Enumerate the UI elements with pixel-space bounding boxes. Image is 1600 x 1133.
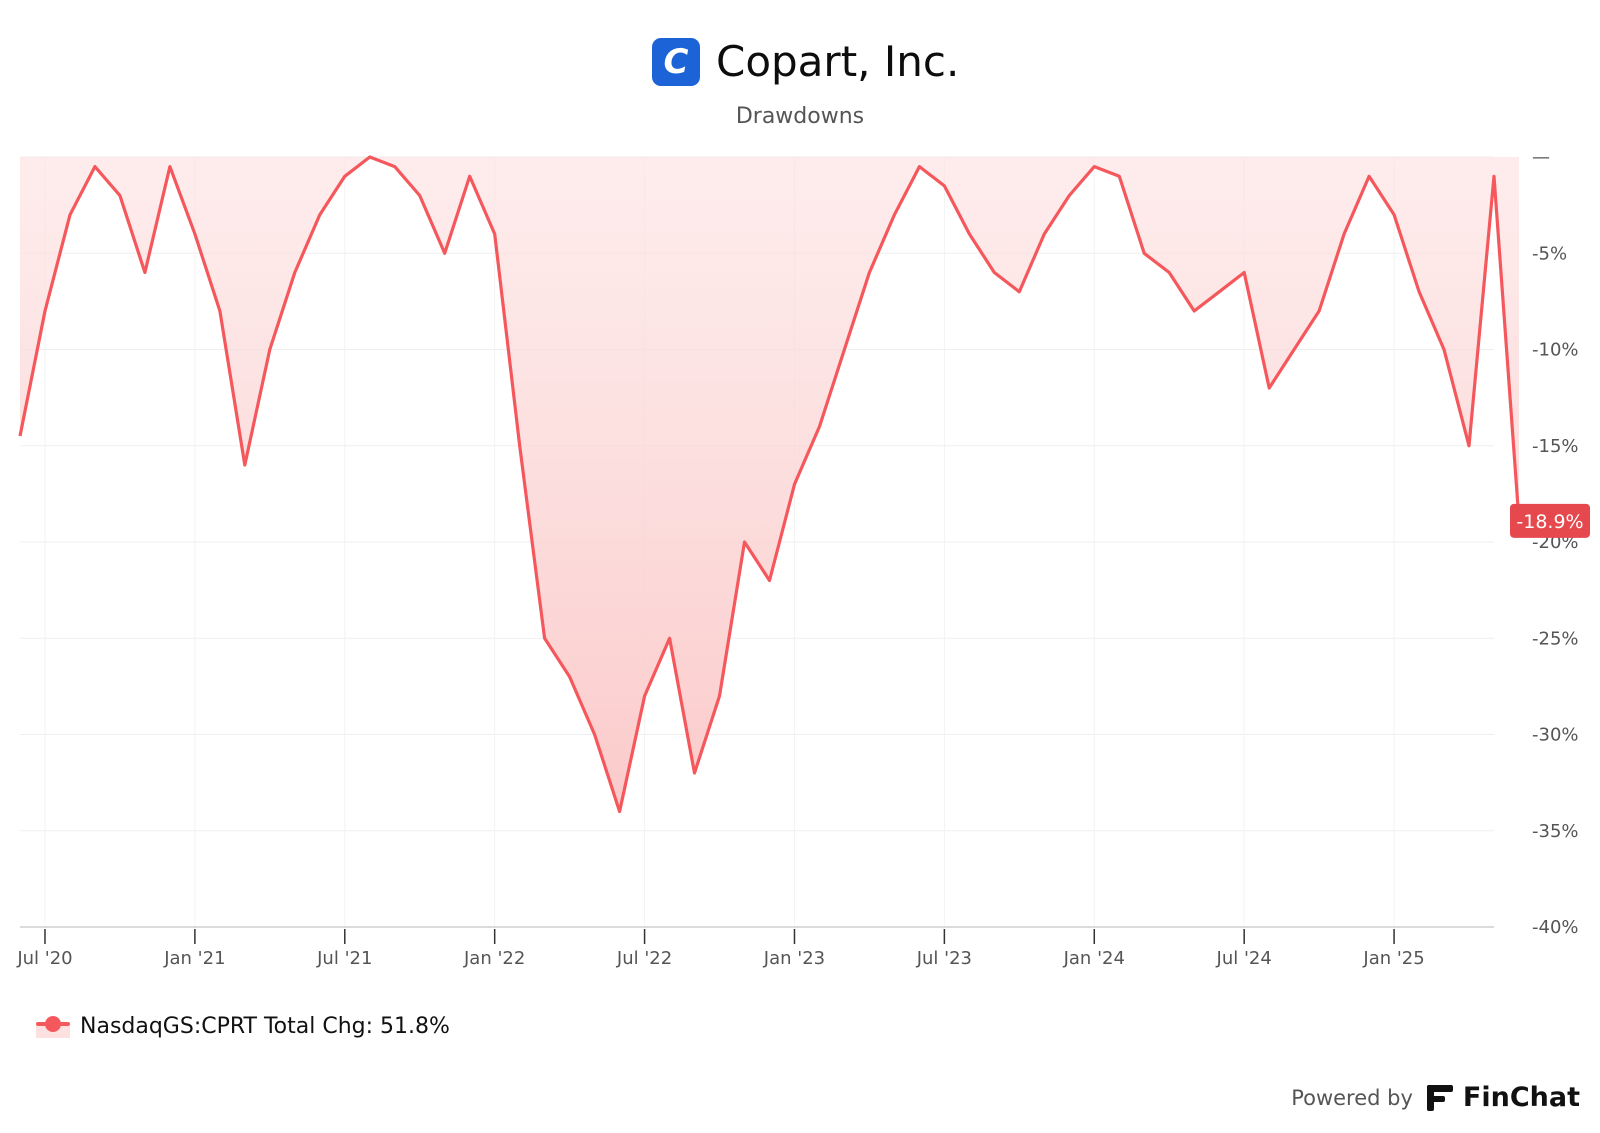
area-layer: [20, 157, 1519, 812]
y-tick-label: —: [1532, 147, 1550, 168]
x-tick-label: Jan '25: [1362, 948, 1424, 969]
x-tick-label: Jul '23: [916, 948, 972, 969]
y-axis: —-5%-10%-15%-20%-25%-30%-35%-40%: [1532, 147, 1579, 938]
x-tick-label: Jan '23: [763, 948, 825, 969]
legend[interactable]: NasdaqGS:CPRT Total Chg: 51.8%: [36, 1010, 450, 1042]
last-value-label-group: -18.9%: [1510, 503, 1590, 538]
company-logo-icon: C: [652, 38, 700, 86]
drawdown-area: [20, 157, 1519, 812]
line-layer: [18, 155, 1521, 814]
chart-subtitle: Drawdowns: [735, 104, 865, 129]
x-tick-label: Jan '21: [163, 948, 225, 969]
x-tick-label: Jul '21: [316, 948, 372, 969]
y-tick-label: -25%: [1532, 628, 1579, 649]
x-tick-label: Jan '24: [1063, 948, 1125, 969]
powered-by[interactable]: Powered by FinChat: [1291, 1082, 1580, 1113]
finchat-logo-icon: [1426, 1084, 1453, 1111]
y-tick-label: -40%: [1532, 917, 1579, 938]
chart-title: Copart, Inc.: [716, 37, 960, 86]
powered-by-label: Powered by: [1291, 1085, 1413, 1110]
last-value-badge: [1510, 503, 1590, 538]
x-tick-label: Jan '22: [463, 948, 525, 969]
x-axis: Jul '20 Jan '21 Jul '21 Jan '22 Jul '22 Jan '…: [16, 926, 1494, 969]
legend-label: NasdaqGS:CPRT Total Chg: 51.8%: [80, 1013, 450, 1039]
chart-header: C Copart, Inc.: [0, 34, 1600, 94]
x-tick-label: Jul '22: [616, 948, 672, 969]
y-tick-label: -10%: [1532, 340, 1579, 361]
last-value-label: -18.9%: [1516, 511, 1583, 533]
y-tick-label: -35%: [1532, 821, 1579, 842]
x-tick-label: Jul '20: [16, 948, 72, 969]
finchat-brand: FinChat: [1462, 1082, 1580, 1113]
drawdown-line: [18, 155, 1521, 814]
x-tick-label: Jul '24: [1216, 948, 1272, 969]
y-tick-label: -30%: [1532, 725, 1579, 746]
y-tick-label: -15%: [1532, 436, 1579, 457]
legend-swatch-icon: [36, 1010, 70, 1042]
y-tick-label: -5%: [1532, 243, 1567, 264]
